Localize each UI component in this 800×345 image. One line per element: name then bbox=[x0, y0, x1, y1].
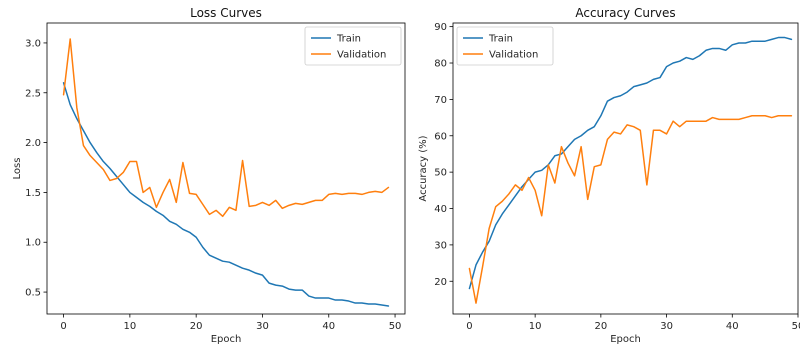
accuracy-y-tick-label: 70 bbox=[434, 95, 447, 106]
accuracy-x-tick-label: 20 bbox=[594, 321, 607, 332]
loss-y-tick-label: 1.0 bbox=[25, 238, 41, 249]
loss-plot-frame bbox=[46, 22, 406, 315]
accuracy-series-train-line bbox=[468, 36, 793, 290]
accuracy-plot-frame bbox=[452, 22, 799, 315]
accuracy-legend: Train Validation bbox=[456, 26, 554, 66]
loss-x-tick-label: 20 bbox=[190, 321, 203, 332]
accuracy-y-tick-label: 20 bbox=[434, 277, 447, 288]
loss-x-tick-label: 40 bbox=[322, 321, 335, 332]
loss-x-axis-label: Epoch bbox=[211, 334, 242, 345]
loss-x-tick-label: 30 bbox=[256, 321, 269, 332]
loss-chart: Loss Curves 0 10 20 30 40 50 0.5 1.0 1.5 2.0 2.5 3.0… bbox=[12, 6, 406, 345]
loss-x-tick-label: 10 bbox=[124, 321, 137, 332]
loss-legend: Train Validation bbox=[304, 26, 402, 66]
accuracy-y-tick-label: 90 bbox=[434, 22, 447, 33]
loss-x-tick-label: 0 bbox=[60, 321, 66, 332]
accuracy-legend-box bbox=[456, 26, 554, 66]
loss-chart-title: Loss Curves bbox=[190, 6, 262, 20]
accuracy-x-tick-label: 0 bbox=[466, 321, 472, 332]
loss-y-tick-label: 3.0 bbox=[25, 38, 41, 49]
accuracy-y-tick-label: 50 bbox=[434, 168, 447, 179]
loss-legend-label-validation: Validation bbox=[337, 50, 386, 61]
loss-series-group bbox=[62, 38, 390, 307]
accuracy-x-axis-label: Epoch bbox=[610, 334, 641, 345]
accuracy-x-tick-label: 10 bbox=[529, 321, 542, 332]
accuracy-y-axis-label: Accuracy (%) bbox=[418, 135, 429, 201]
accuracy-y-tick-label: 40 bbox=[434, 204, 447, 215]
accuracy-series-validation-line bbox=[468, 115, 793, 304]
accuracy-series-group bbox=[468, 36, 793, 304]
loss-series-validation-line bbox=[62, 38, 390, 218]
accuracy-chart-title: Accuracy Curves bbox=[575, 6, 675, 20]
loss-x-tick-label: 50 bbox=[389, 321, 402, 332]
accuracy-y-tick-label: 80 bbox=[434, 59, 447, 70]
accuracy-x-tick-label: 50 bbox=[792, 321, 800, 332]
accuracy-y-tick-label: 30 bbox=[434, 240, 447, 251]
accuracy-x-tick-label: 40 bbox=[726, 321, 739, 332]
loss-legend-label-train: Train bbox=[336, 34, 361, 45]
loss-y-tick-label: 2.5 bbox=[25, 88, 41, 99]
accuracy-legend-label-train: Train bbox=[488, 34, 513, 45]
accuracy-chart: Accuracy Curves 0 10 20 30 40 50 20 30 40 50 60 70 80… bbox=[418, 6, 800, 345]
loss-legend-box bbox=[304, 26, 402, 66]
accuracy-x-tick-label: 30 bbox=[660, 321, 673, 332]
loss-y-tick-label: 1.5 bbox=[25, 188, 41, 199]
loss-y-tick-label: 0.5 bbox=[25, 288, 41, 299]
accuracy-legend-label-validation: Validation bbox=[489, 50, 538, 61]
loss-y-tick-label: 2.0 bbox=[25, 138, 41, 149]
loss-y-axis-label: Loss bbox=[12, 158, 23, 180]
accuracy-y-tick-label: 60 bbox=[434, 131, 447, 142]
